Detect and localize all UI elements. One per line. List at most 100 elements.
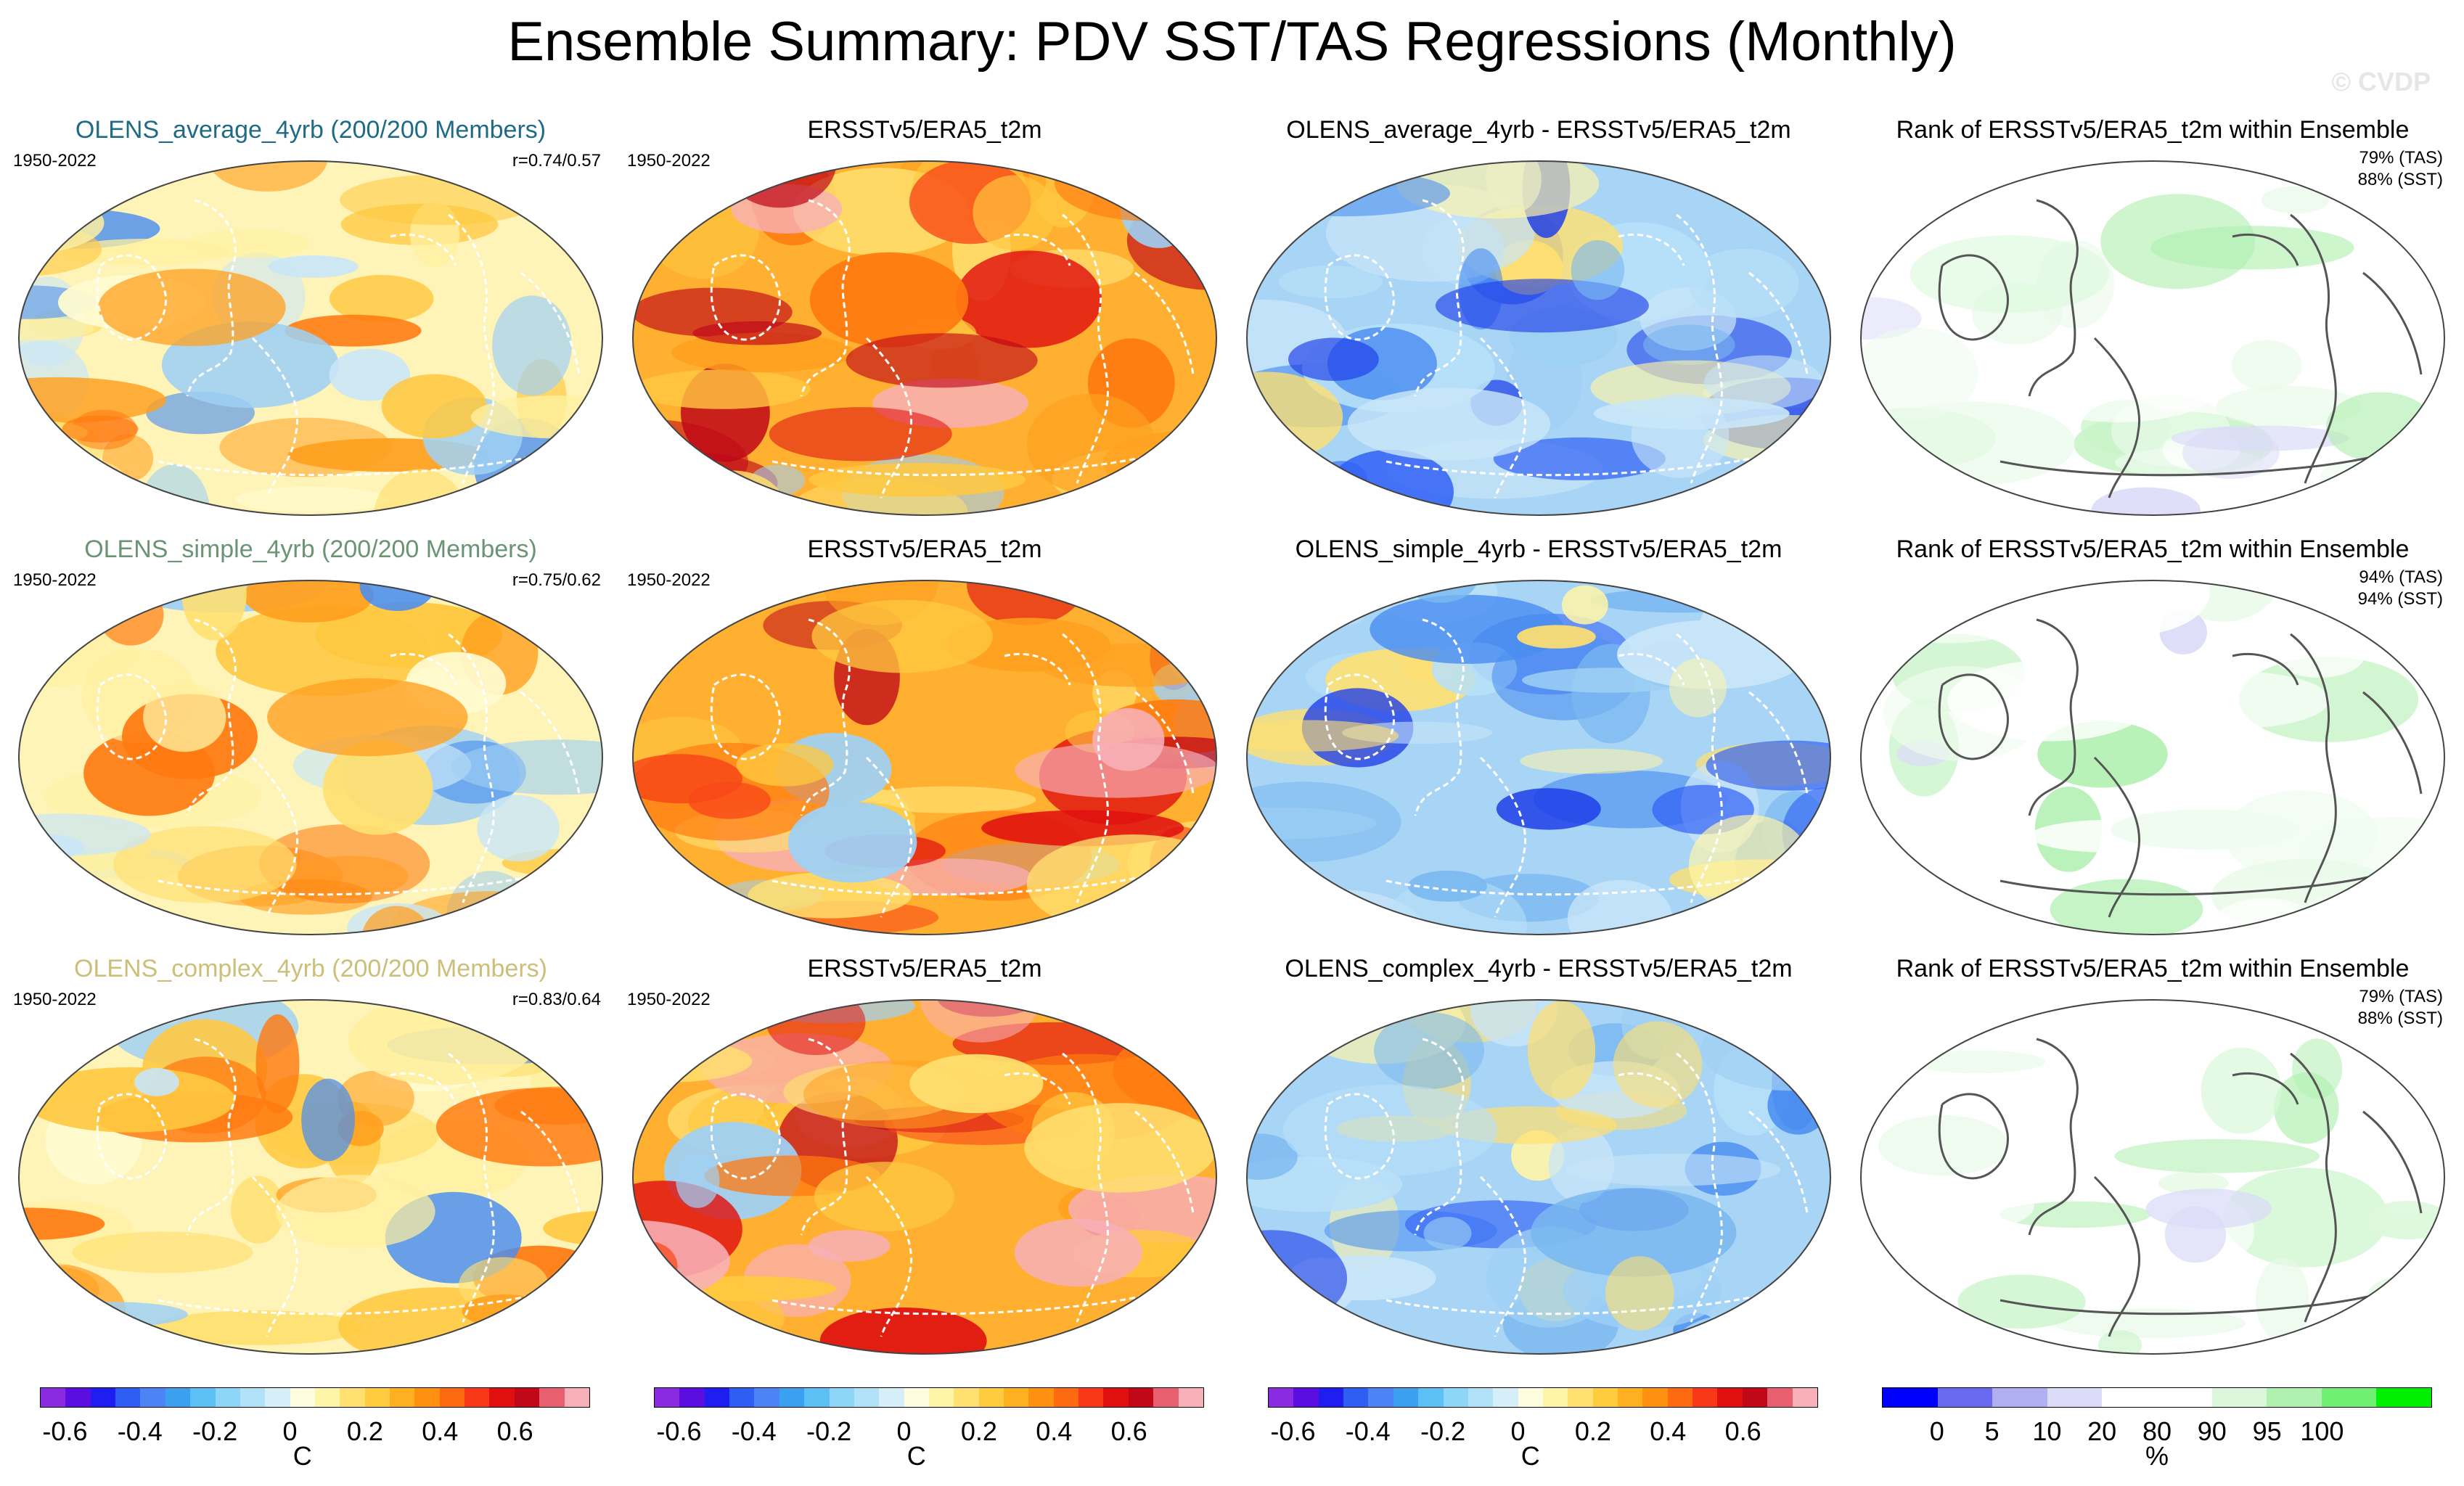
analysis-period: 1950-2022 — [627, 151, 711, 171]
coastline — [251, 1175, 298, 1337]
colorbar-swatch — [904, 1388, 929, 1407]
colorbar-swatch — [655, 1388, 680, 1407]
panel-title-obs: ERSSTv5/ERA5_t2m — [807, 535, 1042, 563]
field-blob — [1567, 879, 1673, 935]
field-blob — [483, 580, 602, 615]
panel-title-obs: ERSSTv5/ERA5_t2m — [807, 955, 1042, 982]
coastline — [1938, 673, 2009, 760]
colorbar-tick-label: 0.6 — [1724, 1416, 1761, 1446]
field-blob — [181, 580, 247, 641]
colorbar-swatch — [2321, 1388, 2377, 1407]
colorbar-tick-label: 10 — [2032, 1416, 2062, 1446]
field-blob — [633, 369, 811, 409]
field-blob — [1706, 740, 1830, 791]
coastline — [1134, 1110, 1195, 1214]
coastline — [800, 618, 851, 816]
colorbar-swatch — [1493, 1388, 1518, 1407]
coastline — [251, 756, 298, 918]
colorbar-swatch — [1693, 1388, 1718, 1407]
field-blob — [1878, 1114, 2009, 1176]
coastline — [1676, 213, 1723, 484]
field-blob — [276, 1175, 435, 1249]
figure-title: Ensemble Summary: PDV SST/TAS Regression… — [507, 11, 1957, 73]
field-blob — [1493, 437, 1666, 480]
field-blob — [1496, 788, 1601, 830]
field-blob — [1247, 403, 1281, 502]
coastline — [448, 633, 495, 903]
coastline — [865, 756, 912, 918]
colorbar-tick-label: -0.4 — [117, 1416, 163, 1446]
field-blob — [809, 1230, 891, 1262]
rank-sst-percent: 88% (SST) — [2357, 170, 2443, 189]
coastline — [1618, 233, 1685, 266]
pattern-correlation: r=0.74/0.57 — [512, 151, 601, 171]
coastline — [1414, 618, 1465, 816]
panel-title-diff: OLENS_average_4yrb - ERSSTv5/ERA5_t2m — [1286, 116, 1791, 144]
coastline — [520, 1110, 581, 1214]
map-outline — [18, 160, 603, 516]
field-blob — [973, 175, 1057, 250]
colorbar-swatch — [215, 1388, 240, 1407]
field-blob — [98, 585, 164, 646]
map-outline — [1860, 160, 2445, 516]
colorbar-swatch — [240, 1388, 266, 1407]
field-blob — [809, 252, 969, 348]
coastline — [1938, 1093, 2009, 1180]
coastline — [2028, 1038, 2079, 1236]
map-diff-row-1 — [1246, 160, 1831, 516]
colorbar-swatch — [165, 1388, 191, 1407]
coastline — [2362, 271, 2423, 375]
map-obs-row-2 — [632, 580, 1217, 935]
coastline — [2000, 1284, 2407, 1315]
colorbar-swatch — [954, 1388, 979, 1407]
colorbar-tick-label: -0.2 — [806, 1416, 852, 1446]
field-blob — [1861, 186, 1937, 234]
colorbar-swatch — [2376, 1388, 2431, 1407]
analysis-period: 1950-2022 — [13, 570, 97, 590]
map-rank-row-1 — [1860, 160, 2445, 516]
field-blob — [2164, 1206, 2227, 1263]
rank-tas-percent: 79% (TAS) — [2359, 987, 2443, 1006]
colorbar-swatch — [439, 1388, 465, 1407]
field-blob — [2261, 186, 2329, 214]
colorbar-rank — [1882, 1387, 2432, 1408]
field-blob — [633, 1000, 711, 1065]
colorbar-swatch — [290, 1388, 315, 1407]
coastline — [1748, 691, 1809, 795]
panel-title-rank: Rank of ERSSTv5/ERA5_t2m within Ensemble — [1896, 116, 2410, 144]
colorbar-swatch — [879, 1388, 904, 1407]
colorbar-tick-label: -0.6 — [656, 1416, 702, 1446]
field-blob — [267, 678, 468, 757]
field-blob — [1247, 807, 1377, 840]
coastline — [186, 1038, 237, 1236]
panel-title-rank: Rank of ERSSTv5/ERA5_t2m within Ensemble — [1896, 535, 2410, 563]
field-blob — [769, 407, 952, 461]
coastline — [1479, 1175, 1526, 1337]
field-blob — [19, 909, 163, 935]
colorbar-swatch — [829, 1388, 854, 1407]
coastline — [2232, 1072, 2299, 1105]
colorbar-swatch — [1518, 1388, 1543, 1407]
field-blob — [1120, 166, 1198, 248]
field-blob — [219, 417, 392, 477]
coastline — [2362, 691, 2423, 795]
field-blob — [909, 1054, 1044, 1114]
field-blob — [1161, 161, 1216, 210]
colorbar-unit: C — [1520, 1441, 1540, 1471]
field-blob — [1957, 1274, 2086, 1329]
field-blob — [1247, 443, 1309, 480]
field-blob — [234, 486, 388, 513]
colorbar-swatch — [1883, 1388, 1938, 1407]
field-blob — [2142, 671, 2330, 729]
colorbar-tick-label: 80 — [2142, 1416, 2172, 1446]
field-blob — [736, 743, 834, 787]
coastline — [710, 673, 781, 760]
map-diff-row-3 — [1246, 999, 1831, 1355]
coastline — [2093, 337, 2140, 498]
rank-tas-percent: 94% (TAS) — [2359, 567, 2443, 587]
field-blob — [1174, 165, 1216, 189]
coastline — [1938, 254, 2009, 341]
field-blob — [1706, 889, 1830, 935]
coastline — [2000, 865, 2407, 896]
field-blob — [2256, 1257, 2309, 1343]
